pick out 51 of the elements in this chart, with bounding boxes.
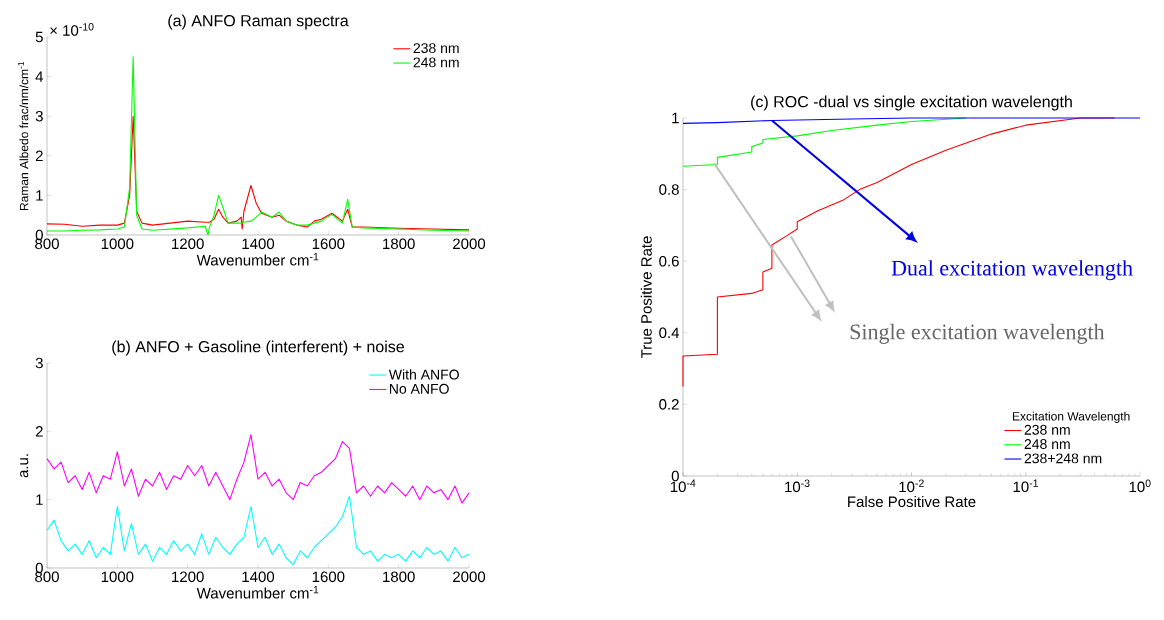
x-axis-title: Wavenumber cm$^{-1}$ [196, 585, 319, 599]
x-tick-label: 10$^{-1}$ [1013, 479, 1039, 493]
x-tick-label: 1600 [312, 571, 345, 583]
legend-label: 238 nm [1024, 424, 1070, 435]
legend-label: With ANFO [388, 369, 459, 380]
line-series [46, 434, 470, 504]
x-tick-label: 10$^{-2}$ [899, 479, 924, 493]
chart-title: (a) ANFO Raman spectra [168, 14, 349, 30]
y-tick-label: 3 [35, 110, 43, 122]
y-tick-label: 0.8 [659, 184, 679, 195]
text: × 10$^{-10}$ [50, 23, 94, 36]
legend-label: 248 nm [1024, 439, 1070, 450]
y-tick-label: 2 [35, 426, 43, 437]
legend-label: 238 nm [413, 43, 459, 54]
y-tick-label: 0.6 [659, 255, 679, 267]
x-tick-label: 1200 [172, 238, 204, 250]
y-tick-label: 1 [36, 494, 43, 505]
y-axis-title: a.u. [20, 454, 29, 478]
x-tick-label: 10$^{-3}$ [785, 479, 810, 493]
chart-title: (c) ROC -dual vs single excitation wavelength [751, 95, 1072, 111]
y-tick-label: 0.2 [659, 399, 679, 410]
chart-title: (b) ANFO + Gasoline (interferent) + noise [112, 340, 404, 356]
x-tick-label: 1200 [172, 571, 204, 583]
x-axis-title: False Positive Rate [848, 496, 976, 508]
x-tick-label: 1400 [242, 571, 275, 583]
x-tick-label: 1800 [383, 571, 415, 583]
y-tick-label: 1 [672, 112, 679, 124]
x-tick-label: 1000 [101, 571, 134, 583]
x-tick-label: 2000 [453, 571, 486, 583]
y-tick-label: 3 [35, 357, 43, 369]
y-tick-label: 4 [35, 71, 44, 82]
y-tick-label: 2 [35, 150, 43, 162]
x-tick-label: 1000 [101, 238, 134, 250]
y-tick-label: 1 [36, 190, 43, 201]
x-tick-label: 1800 [383, 238, 415, 250]
y-tick-label: 0.4 [659, 327, 680, 339]
x-tick-label: 10$^{0}$ [1129, 479, 1151, 493]
legend-label: No ANFO [389, 383, 449, 394]
x-tick-label: 1400 [242, 238, 275, 250]
y-tick-label: 0 [671, 470, 679, 482]
legend-title: Excitation Wavelength [1012, 411, 1130, 423]
y-axis-title: True Positive Rate [640, 236, 652, 359]
annotation: Single excitation wavelength [850, 323, 1105, 344]
x-tick-label: 2000 [453, 238, 486, 250]
y-tick-label: 5 [35, 31, 43, 43]
x-tick-label: 1600 [312, 238, 345, 250]
legend-label: 238+248 nm [1024, 453, 1102, 464]
y-axis-title: Raman Albedo frac/nm/cm$^{-1}$ [18, 61, 29, 211]
annotation: Dual excitation wavelength [891, 260, 1133, 281]
x-axis-title: Wavenumber cm$^{-1}$ [196, 252, 319, 266]
legend-label: 248 nm [413, 57, 459, 68]
